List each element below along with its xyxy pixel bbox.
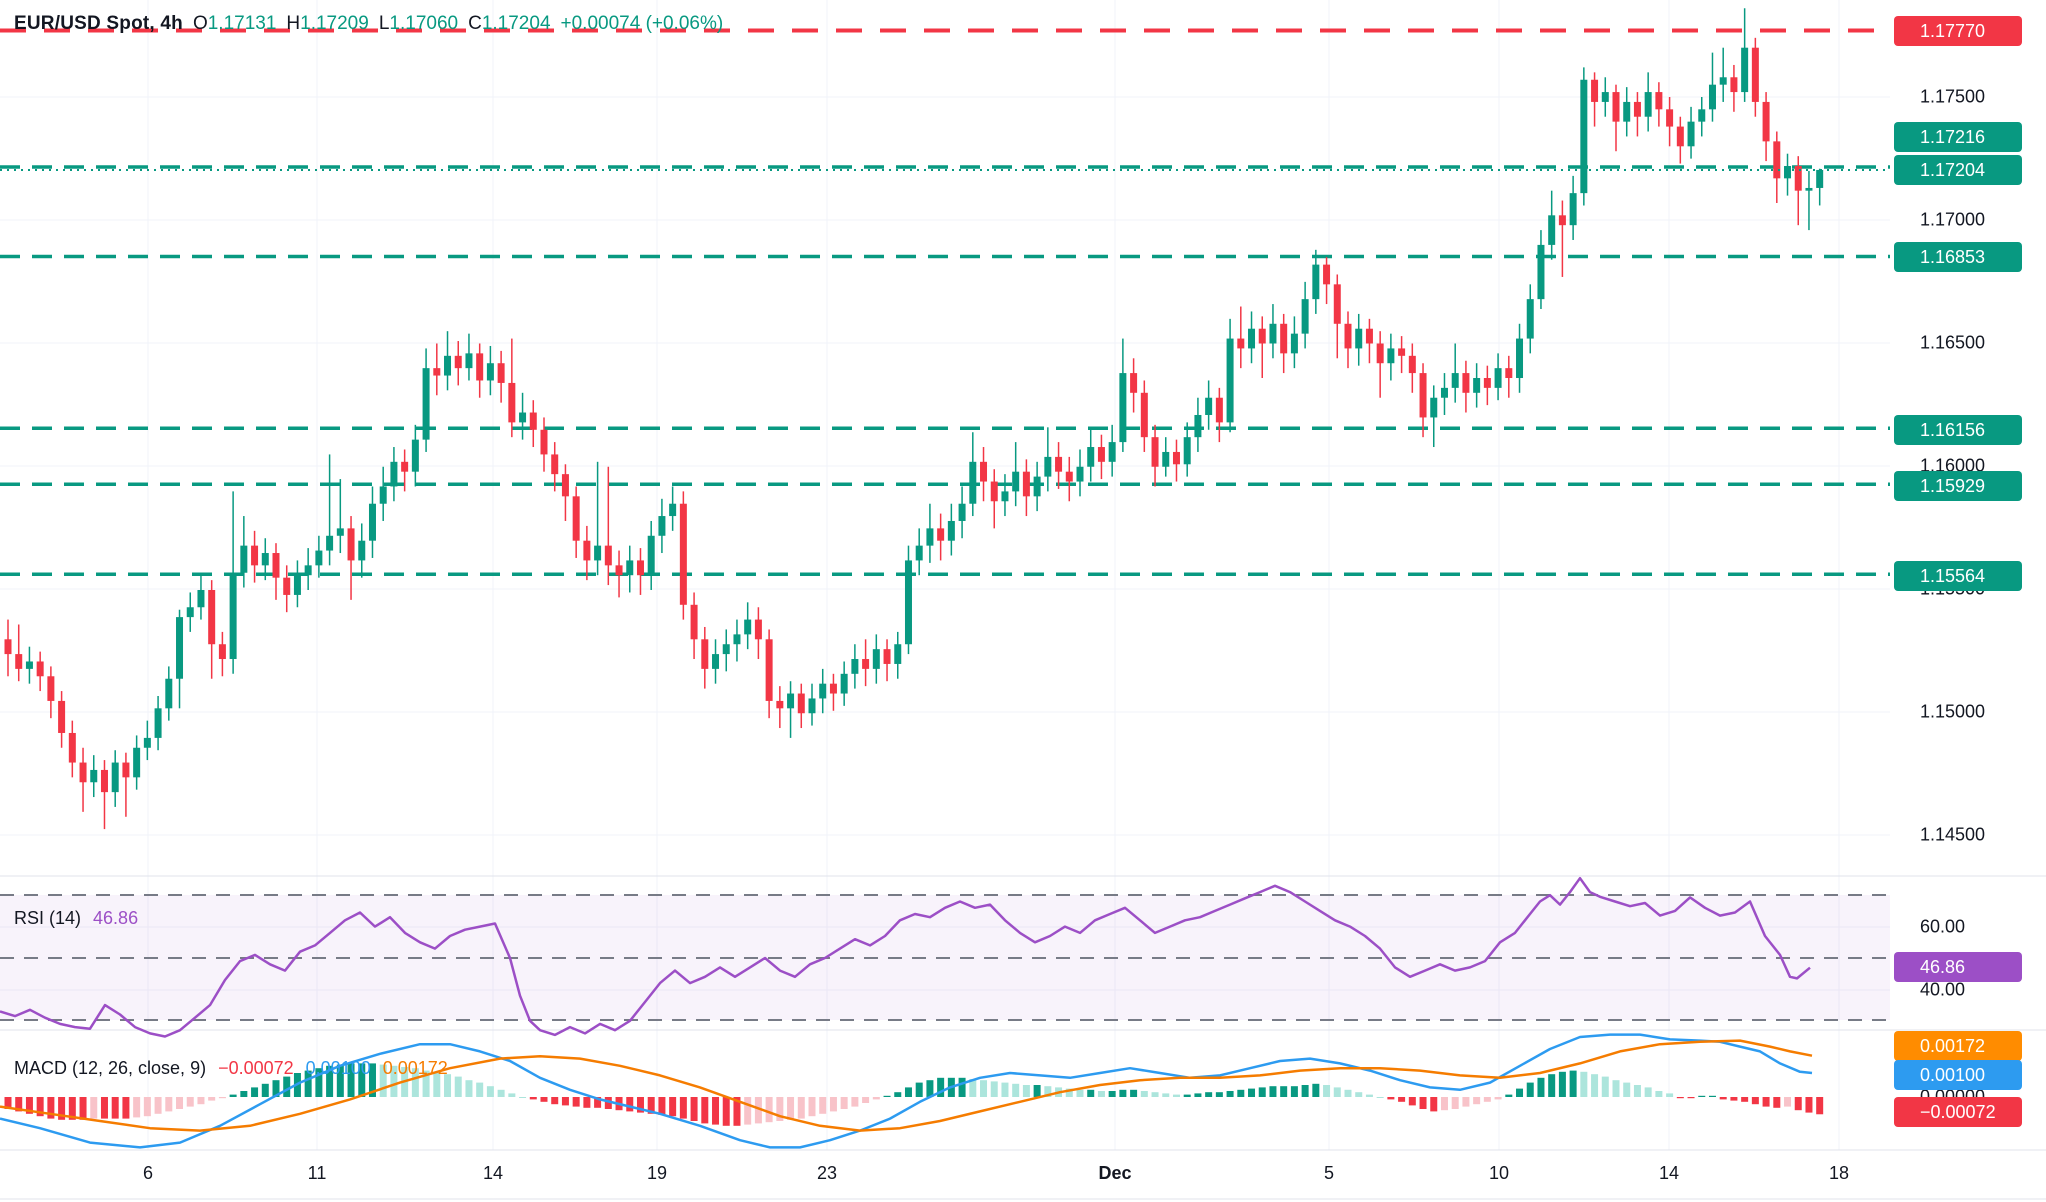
rsi-legend[interactable]: RSI (14) 46.86	[14, 906, 138, 930]
price-axis-label: 1.17500	[1920, 86, 1986, 107]
macd-legend-signal-value: 0.00172	[382, 1058, 448, 1078]
time-axis-label: 14	[1658, 1163, 1680, 1183]
macd-signal-line	[0, 1039, 1813, 1132]
time-axis-label: 5	[1323, 1163, 1335, 1183]
symbol-title-row[interactable]: EUR/USD Spot, 4h O1.17131 H1.17209 L1.17…	[14, 11, 723, 37]
ohlc-open: O1.17131	[192, 13, 277, 34]
price-axis-label: 1.17000	[1920, 209, 1986, 230]
ohlc-low: L1.17060	[378, 13, 459, 34]
time-axis-label: 23	[816, 1163, 838, 1183]
time-axis-label: 10	[1488, 1163, 1510, 1183]
macd-legend-macd-value: 0.00100	[305, 1058, 371, 1078]
price-badge: 1.17204	[1894, 155, 2022, 185]
rsi-legend-label[interactable]: RSI (14)	[14, 908, 82, 928]
rsi-legend-value: 46.86	[93, 908, 139, 928]
ohlc-high: H1.17209	[286, 13, 369, 34]
price-badge: 1.17770	[1894, 16, 2022, 46]
macd-legend-hist-value: −0.00072	[218, 1058, 294, 1078]
rsi-value-badge: 46.86	[1894, 952, 2022, 982]
time-axis-label: 19	[646, 1163, 668, 1183]
price-badge: 1.16156	[1894, 415, 2022, 445]
rsi-axis-label: 40.00	[1920, 979, 1966, 1000]
rsi-axis-label: 60.00	[1920, 916, 1966, 937]
macd-value-badge: −0.00072	[1894, 1097, 2022, 1127]
time-axis-label: Dec	[1098, 1163, 1132, 1183]
macd-value-badge: 0.00172	[1894, 1031, 2022, 1061]
macd-value-badge: 0.00100	[1894, 1060, 2022, 1090]
price-badge: 1.15929	[1894, 471, 2022, 501]
time-axis-label: 6	[142, 1163, 154, 1183]
symbol-name[interactable]: EUR/USD Spot, 4h	[14, 13, 183, 34]
change-readout: +0.00074 (+0.06%)	[560, 13, 724, 34]
price-axis-label: 1.16000	[1920, 455, 1986, 476]
rsi-line	[0, 876, 1811, 1038]
macd-legend-label[interactable]: MACD (12, 26, close, 9)	[14, 1058, 207, 1078]
price-axis-label: 1.16500	[1920, 332, 1986, 353]
macd-line	[0, 1033, 1813, 1149]
time-axis-label: 14	[482, 1163, 504, 1183]
price-badge: 1.15564	[1894, 561, 2022, 591]
time-axis-label: 18	[1828, 1163, 1850, 1183]
time-axis-label: 11	[307, 1163, 327, 1183]
macd-legend[interactable]: MACD (12, 26, close, 9) −0.00072 0.00100…	[14, 1056, 448, 1080]
price-axis-label: 1.14500	[1920, 824, 1986, 845]
price-axis-label: 1.15000	[1920, 701, 1986, 722]
price-badge: 1.17216	[1894, 122, 2022, 152]
ohlc-close: C1.17204	[468, 13, 551, 34]
candles-layer	[4, 8, 1824, 830]
price-badge: 1.16853	[1894, 242, 2022, 272]
